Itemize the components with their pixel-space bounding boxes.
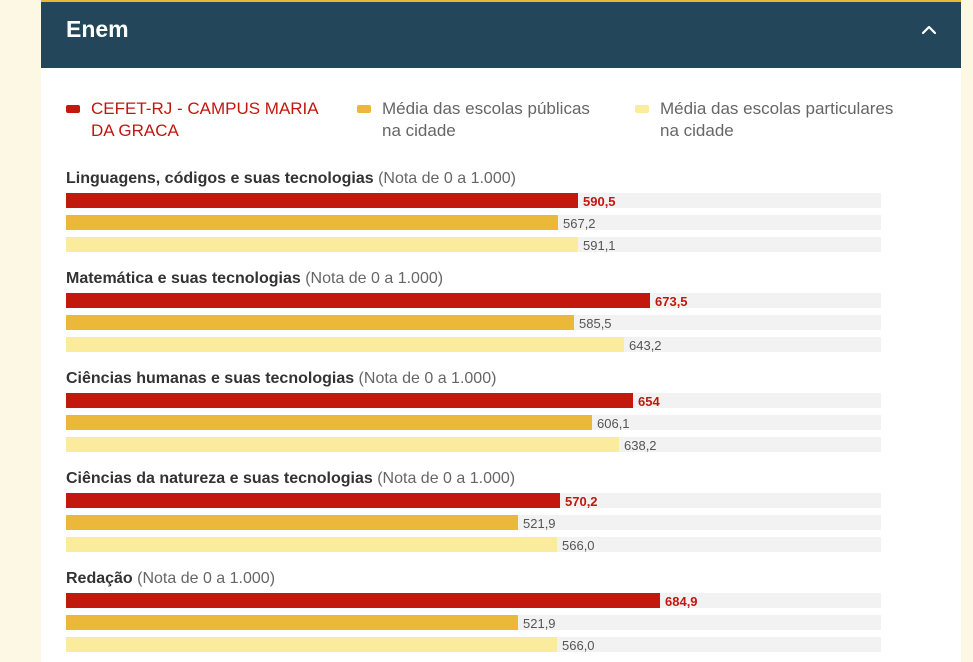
bar-private: [66, 337, 624, 352]
bar-track: 638,2: [66, 437, 881, 453]
bar-school: [66, 593, 660, 608]
bar-track: 567,2: [66, 215, 881, 231]
enem-card: Enem CEFET-RJ - CAMPUS MARIA DA GRACA Mé…: [41, 0, 961, 662]
bar-private: [66, 537, 557, 552]
bar-value-label: 673,5: [655, 294, 688, 309]
bar-public: [66, 415, 592, 430]
bar-school: [66, 393, 633, 408]
group-title: Ciências humanas e suas tecnologias (Not…: [66, 370, 496, 388]
bar-value-label: 590,5: [583, 194, 616, 209]
bar-private: [66, 637, 557, 652]
bar-track: 566,0: [66, 537, 881, 553]
legend-swatch-private: [635, 105, 649, 113]
group-title: Ciências da natureza e suas tecnologias …: [66, 470, 515, 488]
enem-section-header[interactable]: Enem: [41, 0, 961, 68]
bar-private: [66, 437, 619, 452]
section-title: Enem: [66, 16, 129, 42]
bar-track: 566,0: [66, 637, 881, 653]
bar-value-label: 654: [638, 394, 660, 409]
bar-value-label: 566,0: [562, 638, 595, 653]
group-title: Linguagens, códigos e suas tecnologias (…: [66, 170, 516, 188]
bar-track: 521,9: [66, 615, 881, 631]
bar-public: [66, 315, 574, 330]
bar-track: 570,2: [66, 493, 881, 509]
bar-value-label: 643,2: [629, 338, 662, 353]
legend-swatch-public: [357, 105, 371, 113]
bar-value-label: 521,9: [523, 516, 556, 531]
group-note: (Nota de 0 a 1.000): [354, 370, 497, 387]
bar-value-label: 585,5: [579, 316, 612, 331]
group-title: Matemática e suas tecnologias (Nota de 0…: [66, 270, 443, 288]
bar-public: [66, 615, 518, 630]
bar-track: 606,1: [66, 415, 881, 431]
group-name: Ciências humanas e suas tecnologias: [66, 370, 355, 387]
bar-value-label: 591,1: [583, 238, 616, 253]
bar-value-label: 521,9: [523, 616, 556, 631]
group-name: Matemática e suas tecnologias: [66, 270, 301, 287]
bar-value-label: 638,2: [624, 438, 657, 453]
bar-school: [66, 293, 650, 308]
group-name: Ciências da natureza e suas tecnologias: [66, 470, 373, 487]
bar-track: 643,2: [66, 337, 881, 353]
group-note: (Nota de 0 a 1.000): [373, 170, 516, 187]
group-title: Redação (Nota de 0 a 1.000): [66, 570, 275, 588]
bar-track: 684,9: [66, 593, 881, 609]
group-note: (Nota de 0 a 1.000): [372, 470, 516, 487]
bar-track: 521,9: [66, 515, 881, 531]
legend-label-school: CEFET-RJ - CAMPUS MARIA DA GRACA: [91, 99, 319, 140]
bar-public: [66, 515, 518, 530]
bar-value-label: 684,9: [665, 594, 698, 609]
bar-track: 673,5: [66, 293, 881, 309]
bar-track: 590,5: [66, 193, 881, 209]
group-note: (Nota de 0 a 1.000): [132, 570, 276, 587]
group-note: (Nota de 0 a 1.000): [300, 270, 444, 287]
legend-label-private: Média das escolas particulares na cidade: [660, 99, 894, 140]
bar-private: [66, 237, 578, 252]
bar-track: 585,5: [66, 315, 881, 331]
legend-label-public: Média das escolas públicas na cidade: [382, 99, 590, 140]
bar-school: [66, 193, 578, 208]
bar-track: 654: [66, 393, 881, 409]
group-name: Redação: [66, 570, 133, 587]
group-name: Linguagens, códigos e suas tecnologias: [66, 170, 374, 187]
bar-value-label: 606,1: [597, 416, 630, 431]
chevron-up-icon[interactable]: [921, 22, 937, 38]
bar-value-label: 570,2: [565, 494, 598, 509]
bar-track: 591,1: [66, 237, 881, 253]
bar-school: [66, 493, 560, 508]
bar-value-label: 567,2: [563, 216, 596, 231]
legend-swatch-school: [66, 105, 80, 113]
bar-value-label: 566,0: [562, 538, 595, 553]
bar-public: [66, 215, 558, 230]
